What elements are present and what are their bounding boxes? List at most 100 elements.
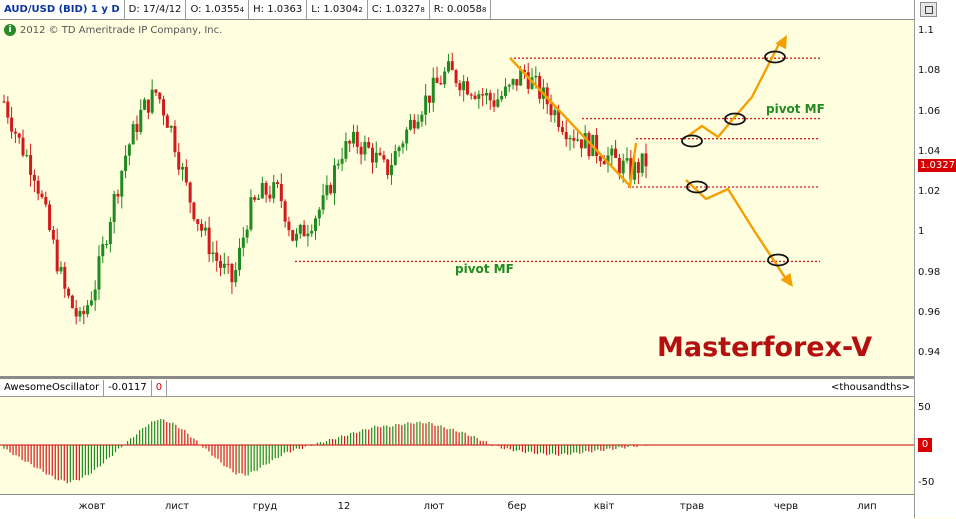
candle-body	[177, 152, 181, 170]
time-tick-label: черв	[773, 501, 799, 512]
candle-body	[553, 110, 557, 116]
candle-body	[598, 156, 602, 162]
candle-body	[127, 144, 131, 156]
close-value: C: 1.03278	[368, 0, 430, 19]
price-tick-label: 1.04	[918, 145, 941, 157]
candle-body	[378, 152, 382, 156]
time-axis: жовт лист груд 12 лют бер квіт трав черв лип	[0, 494, 914, 519]
candle-body	[568, 138, 572, 140]
candle-body	[207, 227, 211, 255]
oscillator-chart[interactable]	[0, 397, 914, 494]
candle-body	[78, 310, 82, 317]
candle-body	[82, 310, 86, 315]
price-chart[interactable]	[0, 20, 914, 376]
candle-body	[264, 182, 268, 195]
oscillator-tick-label: 50	[918, 401, 931, 413]
candle-body	[321, 195, 325, 210]
range-sub: 8	[481, 6, 487, 14]
candle-body	[412, 119, 416, 129]
time-tick-label: лип	[857, 501, 877, 512]
candle-body	[29, 155, 33, 175]
candle-body	[636, 162, 640, 173]
price-axis-panel	[914, 0, 956, 518]
candle-body	[549, 104, 553, 116]
price-tick-label: 0.98	[918, 266, 941, 278]
window-restore-button[interactable]	[920, 2, 937, 17]
target-ellipse	[764, 50, 786, 64]
close-main: C: 1.0327	[371, 4, 421, 15]
candle-body	[446, 61, 450, 72]
time-tick-label: бер	[507, 501, 527, 512]
candle-body	[431, 77, 435, 103]
last-price-tag: 1.0327	[918, 159, 956, 172]
candle-body	[579, 139, 583, 149]
candle-body	[59, 266, 63, 272]
oscillator-zero: 0	[152, 380, 168, 396]
candle-body	[317, 209, 321, 219]
oscillator-name[interactable]: AwesomeOscillator	[0, 380, 105, 396]
candle-body	[203, 227, 207, 231]
candle-body	[245, 229, 249, 238]
candle-body	[640, 153, 644, 173]
candle-body	[503, 86, 507, 96]
price-tick-label: 0.94	[918, 347, 941, 358]
target-ellipse	[767, 253, 789, 267]
time-tick-label: трав	[679, 501, 705, 512]
candle-body	[32, 174, 36, 181]
candle-body	[629, 158, 633, 180]
candle-body	[325, 185, 329, 196]
candle-body	[146, 99, 150, 113]
candle-body	[124, 155, 128, 172]
candle-body	[610, 148, 614, 156]
candle-body	[222, 263, 226, 268]
candle-body	[473, 95, 477, 99]
candle-body	[397, 147, 401, 152]
time-tick-label: жовт	[78, 501, 106, 512]
quote-header: AUD/USD (BID) 1 y D D: 17/4/12 O: 1.0355…	[0, 0, 914, 20]
symbol-label[interactable]: AUD/USD (BID) 1 y D	[0, 0, 125, 19]
candle-body	[310, 230, 314, 234]
time-tick-label: груд	[252, 501, 278, 512]
candle-body	[534, 75, 538, 78]
oscillator-units: <thousandths>	[831, 382, 910, 393]
candle-body	[298, 224, 302, 234]
candle-body	[484, 92, 488, 96]
price-tick-label: 1.08	[918, 65, 941, 77]
candle-body	[215, 252, 219, 261]
candle-body	[340, 158, 344, 164]
candle-body	[17, 133, 21, 138]
candle-body	[306, 233, 310, 237]
candle-body	[192, 202, 196, 220]
candle-body	[443, 71, 447, 85]
candle-body	[279, 184, 283, 202]
oscillator-zero-tag: 0	[918, 438, 932, 452]
candle-body	[367, 141, 371, 148]
candle-body	[351, 131, 355, 144]
candle-body	[6, 101, 10, 118]
candle-body	[143, 99, 147, 110]
candle-body	[268, 194, 272, 199]
candle-body	[363, 141, 367, 155]
panel-divider[interactable]	[0, 376, 914, 379]
candle-body	[450, 61, 454, 71]
info-icon[interactable]: i	[4, 24, 16, 36]
candle-body	[359, 146, 363, 155]
candle-body	[226, 263, 230, 265]
candle-body	[370, 147, 374, 163]
candle-body	[101, 244, 105, 257]
candle-body	[40, 193, 44, 198]
price-tick-label: 1.02	[918, 186, 941, 197]
candle-body	[139, 109, 143, 132]
candle-body	[462, 81, 466, 91]
candle-body	[633, 162, 637, 180]
candle-body	[249, 197, 253, 230]
candle-body	[200, 223, 204, 231]
oscillator-header: AwesomeOscillator -0.0117 0 <thousandths…	[0, 380, 914, 397]
time-tick-label: лют	[423, 501, 445, 512]
candle-body	[70, 295, 74, 309]
candle-body	[355, 131, 359, 147]
candle-body	[10, 117, 14, 132]
candle-body	[583, 133, 587, 149]
candle-body	[344, 141, 348, 159]
time-tick-label: 12	[337, 501, 351, 512]
